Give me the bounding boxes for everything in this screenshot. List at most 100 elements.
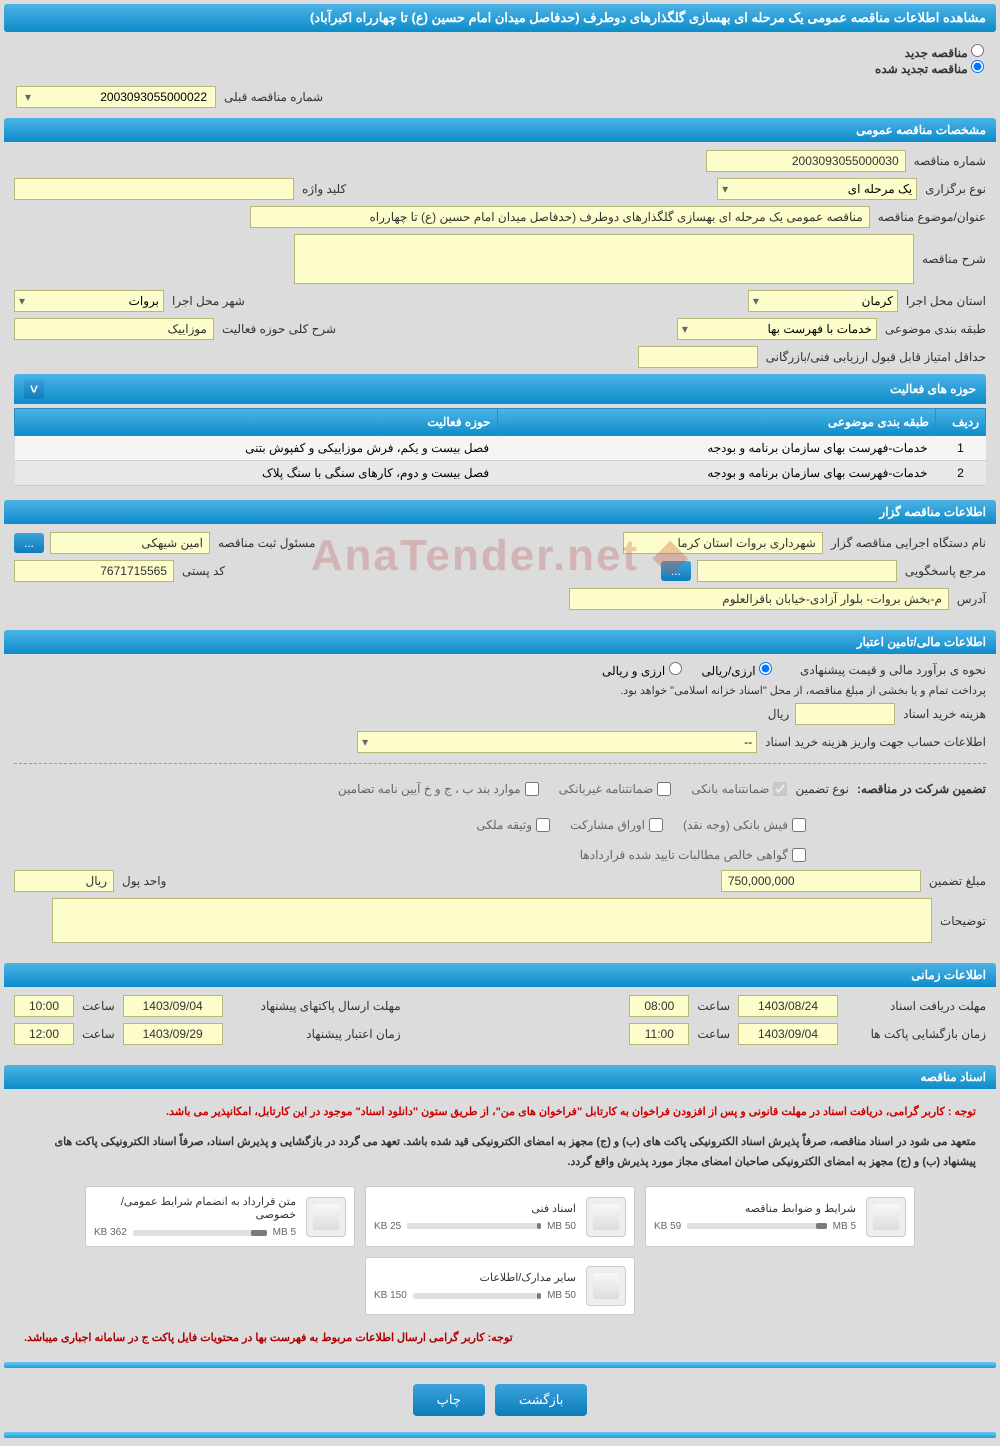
t1-date: 1403/08/24 [738,995,838,1017]
purchase-field[interactable] [795,703,895,725]
minscore-label: حداقل امتیاز قابل قبول ارزیابی فنی/بازرگ… [766,350,986,364]
doc-max: 50 MB [547,1290,576,1301]
doc-size: 362 KB [94,1227,127,1238]
t2-hour: 10:00 [14,995,74,1017]
amount-label: مبلغ تضمین [929,874,986,888]
section-financial: اطلاعات مالی/تامین اعتبار [4,630,996,654]
cb-receivables[interactable] [792,848,806,862]
t3-hour-label: ساعت [697,1027,730,1041]
province-label: استان محل اجرا [906,294,986,308]
section-docs: اسناد مناقصه [4,1065,996,1089]
back-button[interactable]: بازگشت [495,1384,587,1416]
t4-label: زمان اعتبار پیشنهاد [231,1027,401,1041]
doc-card[interactable]: اسناد فنی 50 MB 25 KB [365,1186,635,1247]
radio-new-label: مناقصه جدید [905,46,968,60]
financial-note: پرداخت تمام و یا بخشی از مبلغ مناقصه، از… [620,684,986,697]
tender-type-radios: مناقصه جدید مناقصه تجدید شده [4,38,996,82]
type-select[interactable]: یک مرحله ای [717,178,917,200]
print-button[interactable]: چاپ [413,1384,485,1416]
cb-nonbank[interactable] [657,782,671,796]
reg-field: امین شیهکی [50,532,210,554]
purchase-label: هزینه خرید اسناد [903,707,986,721]
t4-date: 1403/09/29 [123,1023,223,1045]
cb-bank[interactable] [773,782,787,796]
folder-icon [306,1197,346,1237]
city-label: شهر محل اجرا [172,294,245,308]
keyword-field[interactable] [14,178,294,200]
explain-field[interactable] [52,898,932,943]
activity-table: ردیف طبقه بندی موضوعی حوزه فعالیت 1خدمات… [14,408,986,486]
t1-hour: 08:00 [629,995,689,1017]
doc-card[interactable]: سایر مدارک/اطلاعات 50 MB 150 KB [365,1257,635,1315]
cb-bonds[interactable] [649,818,663,832]
t2-label: مهلت ارسال پاکتهای پیشنهاد [231,999,401,1013]
doc-card[interactable]: شرایط و ضوابط مناقصه 5 MB 59 KB [645,1186,915,1247]
desc-label: شرح مناقصه [922,252,986,266]
cb-property[interactable] [536,818,550,832]
address-label: آدرس [957,592,986,606]
account-label: اطلاعات حساب جهت واریز هزینه خرید اسناد [765,735,986,749]
t3-date: 1403/09/04 [738,1023,838,1045]
city-select[interactable]: بروات [14,290,164,312]
radio-rial[interactable] [759,662,772,675]
radio-new[interactable] [971,44,984,57]
account-select[interactable]: -- [357,731,757,753]
prev-number-select[interactable]: 2003093055000022 [16,86,216,108]
folder-icon [586,1197,626,1237]
activity-desc-label: شرح کلی حوزه فعالیت [222,322,336,336]
category-select[interactable]: خدمات با فهرست بها [677,318,877,340]
folder-icon [866,1197,906,1237]
unit-label: واحد پول [122,874,166,888]
radio-both[interactable] [669,662,682,675]
table-row: 1خدمات-فهرست بهای سازمان برنامه و بودجهف… [15,436,986,461]
t4-hour-label: ساعت [82,1027,115,1041]
col-category: طبقه بندی موضوعی [497,409,935,436]
doc-title: متن قرارداد به انضمام شرایط عمومی/خصوصی [94,1195,296,1221]
prev-number-label: شماره مناقصه قبلی [224,90,323,104]
cb-cash[interactable] [792,818,806,832]
minscore-field[interactable] [638,346,758,368]
postal-label: کد پستی [182,564,225,578]
folder-icon [586,1266,626,1306]
activity-desc-field[interactable]: موزاییک [14,318,214,340]
category-label: طبقه بندی موضوعی [885,322,986,336]
doc-title: شرایط و ضوابط مناقصه [654,1202,856,1215]
doc-size: 59 KB [654,1221,681,1232]
estimate-label: نحوه ی برآورد مالی و قیمت پیشنهادی [800,663,986,677]
docs-warning3: توجه: کاربر گرامی ارسال اطلاعات مربوط به… [14,1325,986,1350]
table-row: 2خدمات-فهرست بهای سازمان برنامه و بودجهف… [15,461,986,486]
t3-hour: 11:00 [629,1023,689,1045]
province-select[interactable]: کرمان [748,290,898,312]
guarantee-type-label: نوع تضمین [795,782,848,796]
contact-field[interactable] [697,560,897,582]
t2-hour-label: ساعت [82,999,115,1013]
doc-title: اسناد فنی [374,1202,576,1215]
docs-warning1: توجه : کاربر گرامی، دریافت اسناد در مهلت… [14,1097,986,1129]
reg-more-btn[interactable]: ... [14,533,44,553]
section-general: مشخصات مناقصه عمومی [4,118,996,142]
page-title: مشاهده اطلاعات مناقصه عمومی یک مرحله ای … [4,4,996,32]
doc-max: 5 MB [833,1221,856,1232]
cb-regulation[interactable] [525,782,539,796]
amount-field: 750,000,000 [721,870,921,892]
t4-hour: 12:00 [14,1023,74,1045]
holder-name-field: شهرداری بروات استان کرما [623,532,823,554]
t3-label: زمان بازگشایی پاکت ها [846,1027,986,1041]
num-label: شماره مناقصه [914,154,986,168]
explain-label: توضیحات [940,914,986,928]
t1-hour-label: ساعت [697,999,730,1013]
desc-field[interactable] [294,234,914,284]
collapse-icon[interactable]: ˅ [24,379,44,399]
type-label: نوع برگزاری [925,182,986,196]
doc-title: سایر مدارک/اطلاعات [374,1271,576,1284]
doc-card[interactable]: متن قرارداد به انضمام شرایط عمومی/خصوصی … [85,1186,355,1247]
section-holder: اطلاعات مناقصه گزار [4,500,996,524]
contact-btn[interactable]: ... [661,561,691,581]
t1-label: مهلت دریافت اسناد [846,999,986,1013]
section-time: اطلاعات زمانی [4,963,996,987]
holder-name-label: نام دستگاه اجرایی مناقصه گزار [831,536,986,550]
col-row: ردیف [936,409,986,436]
num-field: 2003093055000030 [706,150,906,172]
doc-size: 25 KB [374,1221,401,1232]
radio-renewed[interactable] [971,60,984,73]
